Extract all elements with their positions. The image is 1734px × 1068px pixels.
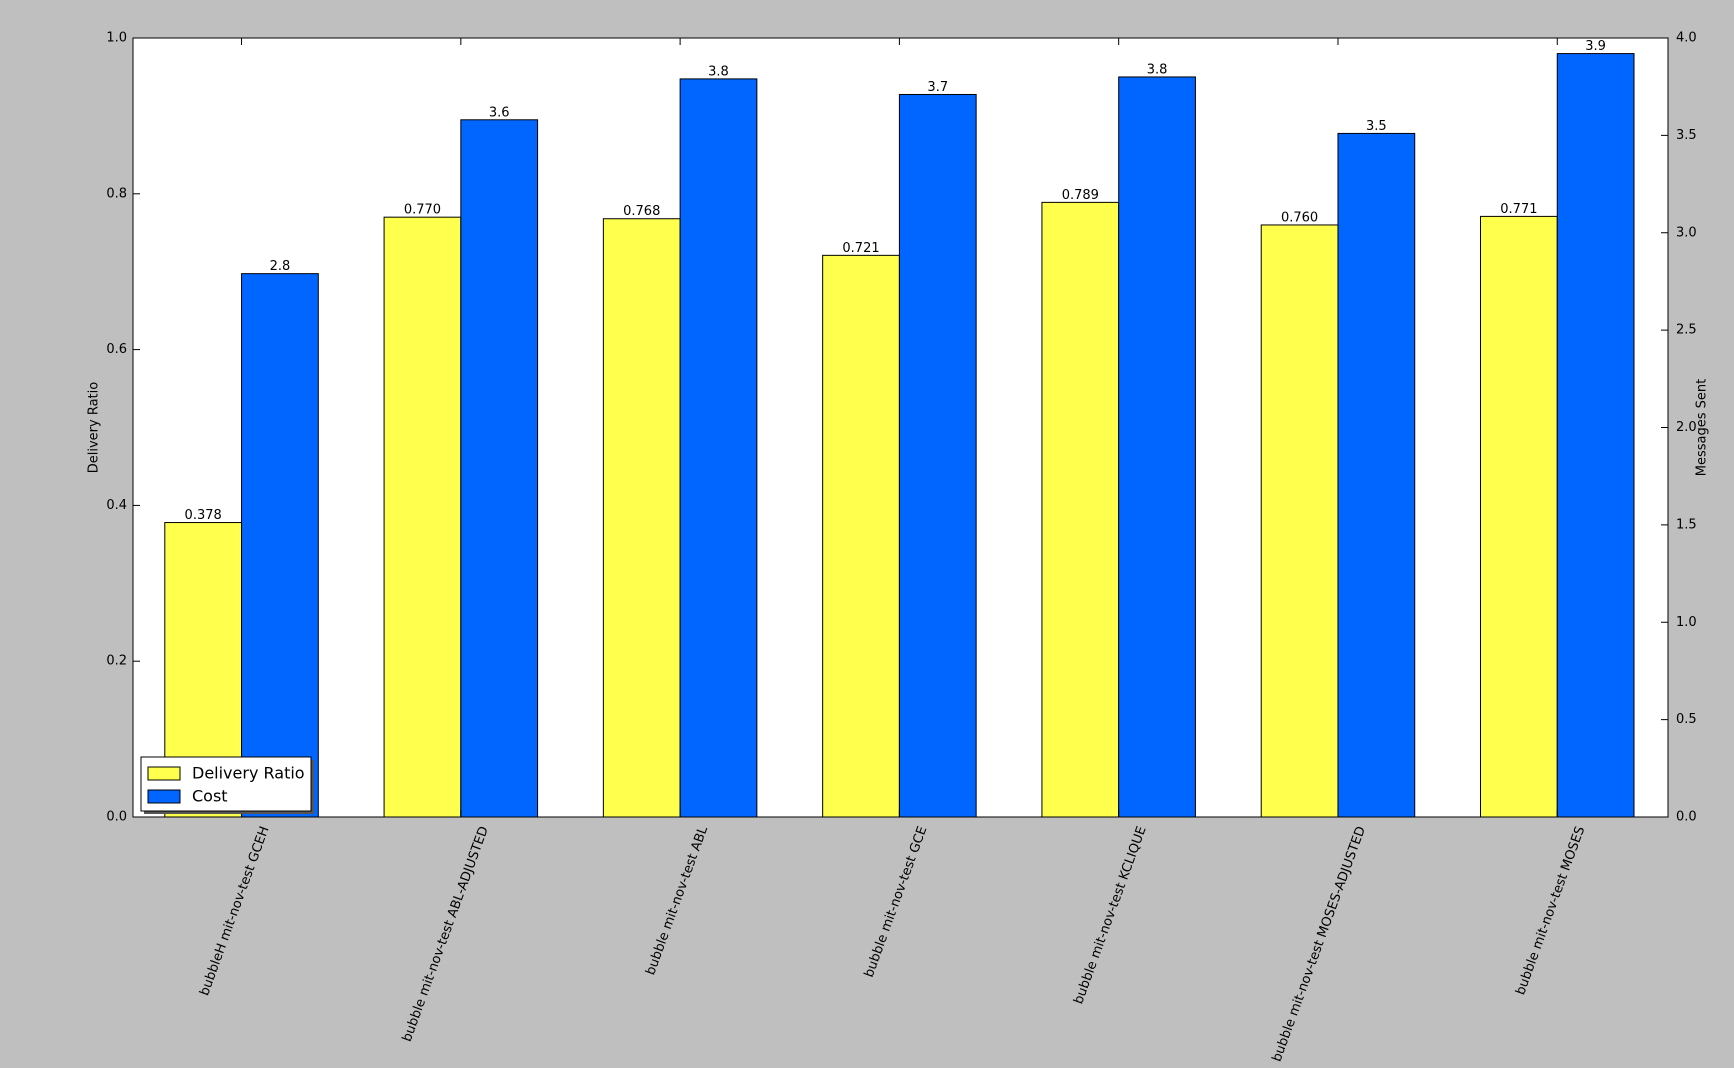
bar [679,78,758,818]
y2-axis-label: Messages Sent [1695,379,1710,476]
y-tick-label: 0.8 [106,186,127,201]
y2-tick-label: 1.0 [1676,615,1697,630]
legend-swatch [147,766,181,781]
y-axis-label: Delivery Ratio [87,382,102,474]
bar [1337,132,1416,818]
bar [602,218,681,818]
bar [1041,201,1120,818]
y2-tick-label: 0.5 [1676,712,1697,727]
value-label: 3.5 [1366,119,1387,134]
value-label: 0.378 [185,508,222,523]
bar [1118,76,1196,818]
value-label: 0.760 [1281,210,1318,225]
y2-tick-label: 1.5 [1676,517,1697,532]
value-label: 0.771 [1500,202,1537,217]
y-tick-label: 0.0 [106,810,127,825]
value-label: 0.789 [1062,188,1099,203]
value-label: 0.770 [404,203,441,218]
y-tick-label: 0.6 [106,342,127,357]
bar [1480,215,1558,818]
bar [1260,224,1339,818]
legend-label: Delivery Ratio [192,764,305,783]
y-tick-label: 1.0 [106,31,127,46]
value-label: 0.768 [623,204,660,219]
value-label: 3.6 [489,105,510,120]
bar [460,119,539,818]
value-label: 0.721 [842,241,879,256]
y2-tick-label: 3.0 [1676,225,1697,240]
y2-tick-label: 3.5 [1676,128,1697,143]
bar [822,254,900,818]
value-label: 3.9 [1585,39,1606,54]
y-tick-label: 0.4 [106,498,127,513]
y2-tick-label: 4.0 [1676,31,1697,46]
legend-label: Cost [192,787,228,806]
bar [383,216,462,818]
value-label: 2.8 [270,259,291,274]
value-label: 3.8 [1147,62,1168,77]
value-label: 3.8 [708,64,729,79]
value-label: 3.7 [927,80,948,95]
y2-tick-label: 2.0 [1676,420,1697,435]
y2-tick-label: 2.5 [1676,323,1697,338]
y-tick-label: 0.2 [106,654,127,669]
bar [898,93,977,818]
legend-swatch [147,789,181,804]
y2-tick-label: 0.0 [1676,810,1697,825]
bar [1556,53,1635,818]
bar [241,273,319,818]
